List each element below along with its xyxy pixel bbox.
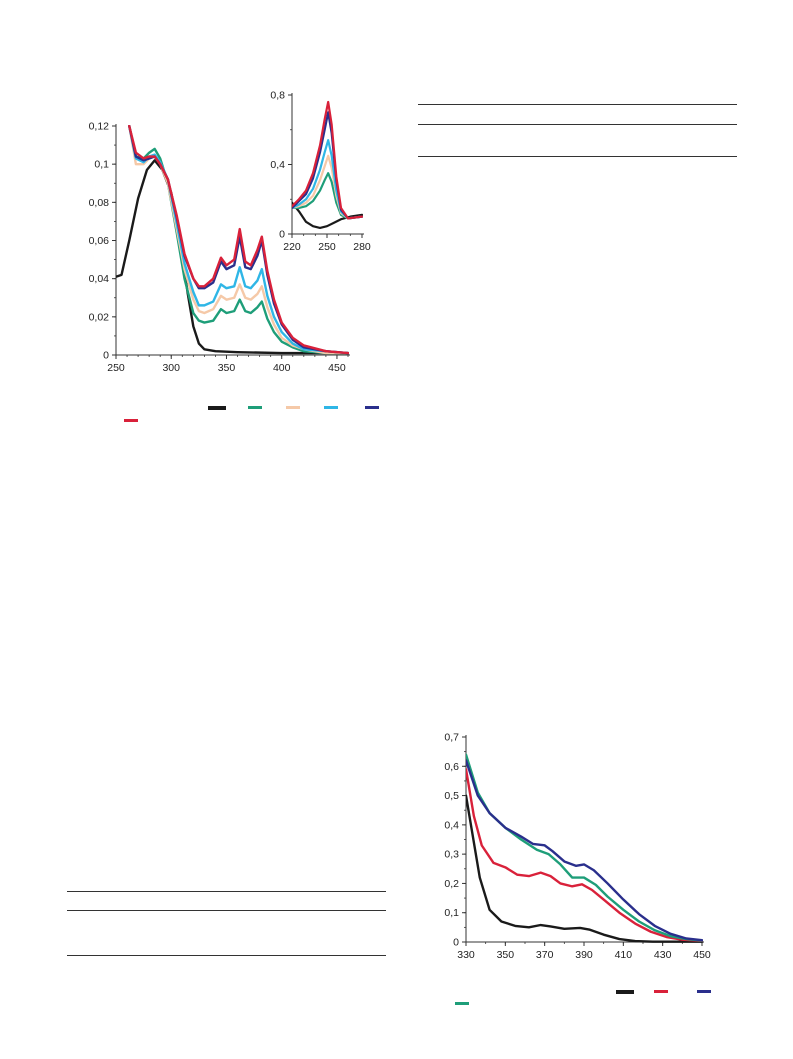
y-tick-label: 0 xyxy=(103,350,109,362)
y-tick-label: 0,1 xyxy=(94,159,109,171)
series-line-0 xyxy=(466,794,703,943)
y-tick-label: 0,4 xyxy=(444,819,459,831)
y-tick-label: 0,12 xyxy=(89,121,110,133)
x-tick-label: 280 xyxy=(353,241,371,253)
x-tick-label: 350 xyxy=(497,949,515,961)
table2-rule-bottom xyxy=(67,955,386,956)
series-line-5 xyxy=(292,100,363,220)
y-tick-label: 0,6 xyxy=(444,761,459,773)
series-line-1 xyxy=(466,768,703,943)
x-tick-label: 400 xyxy=(273,362,291,374)
x-tick-label: 330 xyxy=(457,949,475,961)
second-spectrum-chart: 0 0,1 0,2 0,3 0,4 0,5 0,6 0,7 330 350 370 390 410 430… xyxy=(444,732,711,962)
y-tick-label: 0,2 xyxy=(444,878,459,890)
series-line-1 xyxy=(128,125,349,355)
table2-rule-header xyxy=(67,910,386,911)
legend-swatch-black-2 xyxy=(616,990,634,994)
y-tick-label: 0,5 xyxy=(444,790,459,802)
x-tick-label: 390 xyxy=(575,949,593,961)
series-line-2 xyxy=(466,753,703,942)
legend-swatch-peach xyxy=(286,406,300,409)
table-rule-top xyxy=(418,104,737,105)
y-tick-label: 0,7 xyxy=(444,732,459,744)
y-tick-label: 0,3 xyxy=(444,849,459,861)
x-tick-label: 350 xyxy=(218,362,236,374)
legend-swatch-navy xyxy=(365,406,379,409)
table-rule-bottom xyxy=(418,156,737,157)
x-tick-label: 450 xyxy=(328,362,346,374)
x-tick-label: 250 xyxy=(107,362,125,374)
y-tick-label: 0,06 xyxy=(89,235,110,247)
y-tick-label: 0,4 xyxy=(270,159,285,171)
series-line-2 xyxy=(292,154,363,220)
x-tick-label: 370 xyxy=(536,949,554,961)
y-tick-label: 0,1 xyxy=(444,907,459,919)
legend-swatch-green xyxy=(248,406,262,409)
y-tick-label: 0 xyxy=(279,229,285,241)
legend-swatch-red-2 xyxy=(654,990,668,993)
y-tick-label: 0 xyxy=(453,937,459,949)
y-tick-label: 0,02 xyxy=(89,311,110,323)
table-rule-header xyxy=(418,124,737,125)
series-line-5 xyxy=(128,125,349,355)
y-tick-label: 0,8 xyxy=(270,90,285,102)
y-tick-label: 0,08 xyxy=(89,197,110,209)
legend-swatch-navy-2 xyxy=(697,990,711,993)
series-line-1 xyxy=(292,172,363,220)
x-tick-label: 250 xyxy=(318,241,336,253)
series-line-3 xyxy=(466,759,703,942)
legend-swatch-cyan xyxy=(324,406,338,409)
inset-spectrum-chart: 0 0,4 0,8 220 250 280 xyxy=(270,90,371,254)
x-tick-label: 450 xyxy=(693,949,711,961)
y-tick-label: 0,04 xyxy=(89,273,110,285)
x-tick-label: 300 xyxy=(162,362,180,374)
legend-swatch-red xyxy=(124,419,138,422)
x-tick-label: 430 xyxy=(654,949,672,961)
x-tick-label: 410 xyxy=(615,949,633,961)
legend-swatch-black xyxy=(208,406,226,410)
table2-rule-top xyxy=(67,891,386,892)
legend-swatch-green-2 xyxy=(455,1002,469,1005)
x-tick-label: 220 xyxy=(283,241,301,253)
absorption-spectrum-chart: 0 0,02 0,04 0,06 0,08 0,1 0,12 250 300 350 400 450 xyxy=(89,121,350,374)
